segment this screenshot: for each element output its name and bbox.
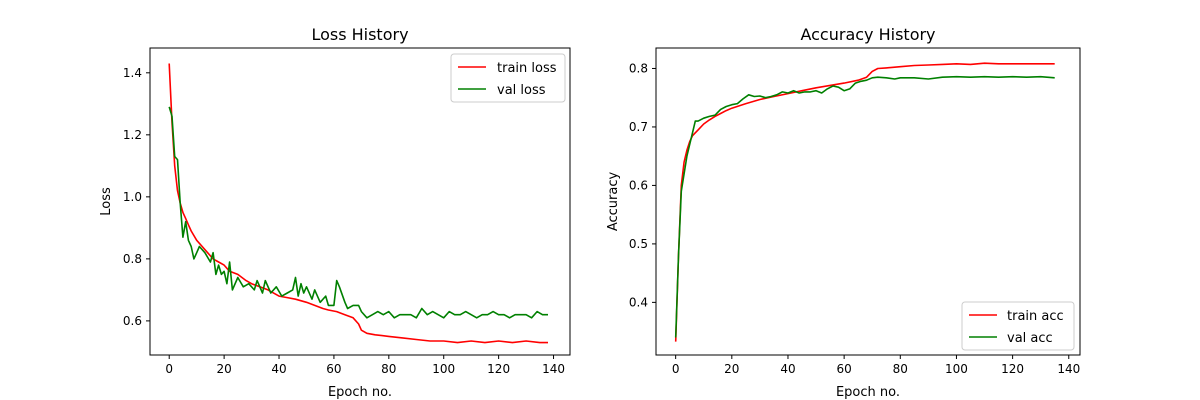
loss-y-ticks: 0.6 0.8 1.0 1.2 1.4 — [123, 66, 150, 328]
accuracy-y-axis-label: Accuracy — [606, 172, 621, 232]
loss-x-tick-label: 80 — [381, 362, 396, 376]
loss-chart-title: Loss History — [311, 25, 408, 44]
accuracy-y-tick-label: 0.6 — [629, 178, 648, 192]
loss-y-tick-label: 0.6 — [123, 314, 142, 328]
loss-y-tick-label: 0.8 — [123, 252, 142, 266]
loss-series-line-train — [168, 63, 548, 344]
loss-plot-frame — [149, 47, 571, 356]
accuracy-y-tick-label: 0.5 — [629, 237, 648, 251]
accuracy-y-tick-label: 0.7 — [629, 120, 648, 134]
loss-x-tick-label: 140 — [542, 362, 565, 376]
loss-history-chart: Loss History Epoch no. Loss 0 20 40 60 80 100… — [99, 25, 571, 400]
accuracy-x-tick-label: 20 — [724, 362, 739, 376]
accuracy-legend-label-val: val acc — [1007, 331, 1053, 346]
accuracy-legend: train acc val acc — [961, 301, 1075, 351]
loss-x-axis-label: Epoch no. — [328, 385, 392, 400]
accuracy-series-line-val — [674, 75, 1055, 338]
loss-legend-box — [450, 53, 566, 103]
loss-x-tick-label: 40 — [271, 362, 286, 376]
loss-y-tick-label: 1.2 — [123, 128, 142, 142]
loss-legend-label-val: val loss — [497, 83, 546, 98]
accuracy-y-tick-label: 0.4 — [629, 295, 648, 309]
loss-x-ticks: 0 20 40 60 80 100 120 140 — [165, 355, 565, 376]
accuracy-chart-title: Accuracy History — [800, 25, 935, 44]
accuracy-x-tick-label: 140 — [1057, 362, 1080, 376]
accuracy-x-axis-label: Epoch no. — [836, 385, 900, 400]
loss-x-tick-label: 60 — [326, 362, 341, 376]
accuracy-x-tick-label: 0 — [672, 362, 680, 376]
accuracy-x-tick-label: 80 — [893, 362, 908, 376]
loss-y-tick-label: 1.0 — [123, 190, 142, 204]
loss-y-axis-label: Loss — [99, 187, 114, 216]
loss-x-tick-label: 0 — [165, 362, 173, 376]
accuracy-series-lines — [674, 62, 1055, 342]
loss-series-line-val — [168, 106, 548, 319]
accuracy-x-ticks: 0 20 40 60 80 100 120 140 — [672, 355, 1080, 376]
accuracy-history-chart: Accuracy History Epoch no. Accuracy 0 20 4… — [606, 25, 1081, 400]
accuracy-x-tick-label: 120 — [1001, 362, 1024, 376]
accuracy-series-line-train — [674, 62, 1055, 342]
accuracy-x-tick-label: 40 — [780, 362, 795, 376]
loss-series-lines — [168, 63, 548, 344]
loss-x-tick-label: 100 — [432, 362, 455, 376]
loss-legend: train loss val loss — [450, 53, 566, 103]
accuracy-plot-frame — [655, 47, 1081, 356]
loss-legend-label-train: train loss — [497, 61, 557, 76]
accuracy-legend-label-train: train acc — [1007, 309, 1064, 324]
loss-y-tick-label: 1.4 — [123, 66, 142, 80]
accuracy-x-tick-label: 100 — [945, 362, 968, 376]
loss-x-tick-label: 120 — [487, 362, 510, 376]
loss-x-tick-label: 20 — [216, 362, 231, 376]
accuracy-y-ticks: 0.4 0.5 0.6 0.7 0.8 — [629, 61, 656, 309]
accuracy-x-tick-label: 60 — [836, 362, 851, 376]
accuracy-legend-box — [961, 301, 1075, 351]
accuracy-y-tick-label: 0.8 — [629, 61, 648, 75]
